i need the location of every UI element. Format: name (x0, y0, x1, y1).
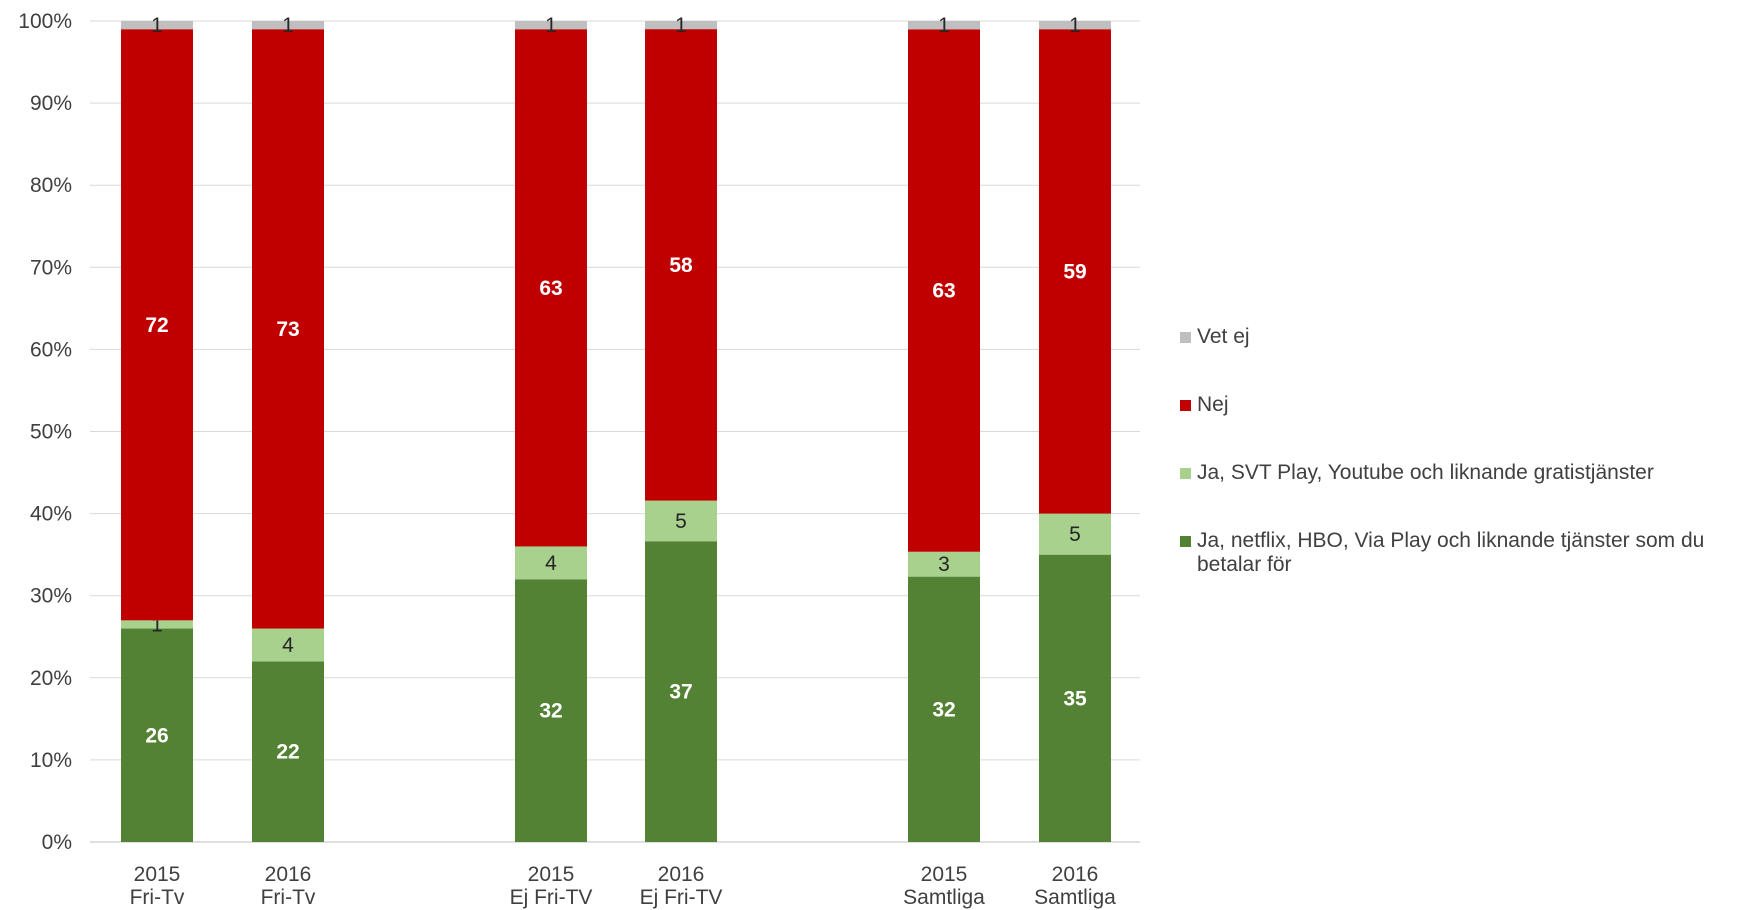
legend-swatch (1180, 536, 1191, 547)
bar-segment-free-services (645, 500, 717, 542)
data-label: 3 (938, 553, 950, 576)
data-label: 63 (932, 280, 955, 303)
bar-segment-paid-services (121, 628, 193, 842)
bar-segment-paid-services (1039, 554, 1111, 842)
x-tick-label-year: 2015 (134, 863, 181, 886)
bar-segment-vet-ej (908, 21, 980, 30)
legend-label: Ja, netflix, HBO, Via Play och liknande … (1197, 529, 1705, 576)
data-label: 58 (669, 254, 693, 277)
bar-stack: 32 3 63 1 (908, 14, 980, 842)
data-label: 32 (932, 698, 955, 721)
y-tick-label: 100% (18, 10, 72, 33)
data-label: 1 (675, 14, 687, 37)
x-tick-label-year: 2016 (658, 863, 705, 886)
data-label: 37 (669, 681, 692, 704)
bar-segment-paid-services (515, 579, 587, 842)
y-tick-label: 70% (30, 256, 72, 279)
data-label: 4 (282, 634, 294, 657)
data-label: 1 (938, 14, 950, 37)
data-label: 1 (1069, 14, 1081, 37)
bar-segment-nej (121, 29, 193, 621)
bar-stack: 26 1 72 1 (121, 14, 193, 842)
data-label: 26 (145, 724, 168, 747)
legend-label: Nej (1197, 393, 1229, 416)
data-label: 1 (151, 613, 163, 636)
legend-item: Ja, netflix, HBO, Via Play och liknande … (1180, 529, 1760, 577)
bar-segment-paid-services (645, 541, 717, 842)
y-tick-label: 60% (30, 338, 72, 361)
bar-stack: 35 5 59 1 (1039, 14, 1111, 842)
legend: Vet ej Nej Ja, SVT Play, Youtube och likna… (1180, 325, 1760, 621)
data-label: 63 (539, 277, 562, 300)
x-tick-label-group: Ej Fri-TV (510, 886, 593, 909)
x-tick-label-year: 2016 (1052, 863, 1099, 886)
legend-swatch (1180, 400, 1191, 411)
y-axis: 0% 10% 20% 30% 40% 50% 60% 70% 80% 90% 100% (18, 10, 72, 854)
x-tick-label-group: Ej Fri-TV (640, 886, 723, 909)
data-label: 22 (276, 741, 299, 764)
bar-stack: 32 4 63 1 (515, 14, 587, 842)
bar-segment-paid-services (908, 576, 980, 842)
bar-segment-vet-ej (1039, 21, 1111, 30)
x-tick-label-group: Samtliga (1034, 886, 1116, 909)
y-tick-label: 30% (30, 585, 72, 608)
y-tick-label: 40% (30, 503, 72, 526)
x-tick-label-year: 2016 (265, 863, 312, 886)
y-tick-label: 10% (30, 749, 72, 772)
bar-segment-vet-ej (252, 21, 324, 30)
legend-label: Ja, SVT Play, Youtube och liknande grati… (1197, 461, 1654, 484)
bar-segment-nej (515, 29, 587, 547)
legend-swatch (1180, 332, 1191, 343)
x-tick-label-year: 2015 (528, 863, 575, 886)
data-label: 4 (545, 552, 557, 575)
x-tick-label-group: Fri-Tv (130, 886, 185, 909)
data-label: 35 (1063, 687, 1087, 710)
bar-segment-free-services (1039, 513, 1111, 555)
bar-segment-nej (645, 29, 717, 501)
bar-segment-vet-ej (645, 21, 717, 30)
bar-segment-vet-ej (121, 21, 193, 30)
data-label: 1 (282, 14, 294, 37)
y-tick-label: 50% (30, 421, 72, 444)
data-label: 73 (276, 318, 299, 341)
data-label: 1 (545, 14, 557, 37)
y-tick-label: 90% (30, 92, 72, 115)
data-label: 5 (675, 510, 687, 533)
legend-item: Nej (1180, 393, 1760, 417)
bar-segment-free-services (121, 620, 193, 629)
bar-stack: 37 5 58 1 (645, 14, 717, 842)
data-label: 32 (539, 700, 562, 723)
y-tick-label: 80% (30, 174, 72, 197)
bar-segment-vet-ej (515, 21, 587, 30)
bar-segment-free-services (908, 551, 980, 577)
data-label: 72 (145, 314, 168, 337)
x-tick-label-group: Fri-Tv (261, 886, 316, 909)
legend-item: Vet ej (1180, 325, 1760, 349)
x-tick-label-group: Samtliga (903, 886, 985, 909)
y-tick-label: 0% (42, 831, 72, 854)
bar-segment-nej (908, 29, 980, 552)
legend-item: Ja, SVT Play, Youtube och liknande grati… (1180, 461, 1760, 485)
bar-segment-paid-services (252, 661, 324, 842)
bar-segment-free-services (515, 546, 587, 580)
bar-stacks: 26 1 72 1 22 4 73 1 32 4 63 1 37 5 58 1 32 3 63 1 35 5 59 1 (121, 14, 1111, 842)
bar-stack: 22 4 73 1 (252, 14, 324, 842)
data-label: 59 (1063, 260, 1086, 283)
bar-segment-free-services (252, 628, 324, 662)
data-label: 1 (151, 14, 163, 37)
data-label: 5 (1069, 523, 1081, 546)
x-tick-label-year: 2015 (921, 863, 968, 886)
legend-swatch (1180, 468, 1191, 479)
y-tick-label: 20% (30, 667, 72, 690)
bar-segment-nej (1039, 29, 1111, 514)
gridlines (90, 20, 1140, 843)
legend-label: Vet ej (1197, 325, 1250, 348)
bar-segment-nej (252, 29, 324, 629)
